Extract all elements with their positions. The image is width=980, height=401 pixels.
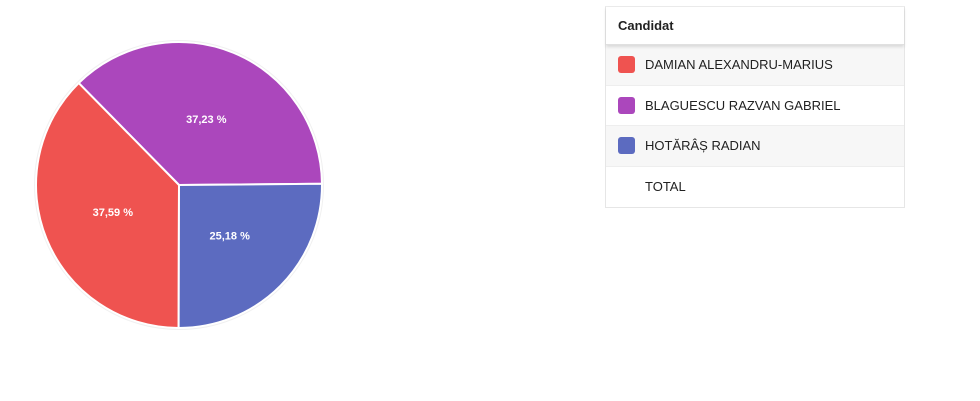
legend-header: Candidat (606, 7, 904, 45)
legend-row-total: TOTAL (606, 167, 904, 208)
slice-damian[interactable] (35, 82, 180, 329)
pie-chart: 37,23 % 37,59 % 25,18 % (34, 40, 324, 330)
legend-swatch-blaguescu (618, 96, 635, 114)
slice-blaguescu[interactable] (77, 41, 323, 186)
slice-label-damian: 37,59 % (93, 207, 134, 219)
legend-table: Candidat DAMIAN ALEXANDRU-MARIUS BLAGUES… (605, 6, 905, 208)
legend-label-total: TOTAL (645, 179, 686, 195)
legend-label-damian: DAMIAN ALEXANDRU-MARIUS (645, 57, 833, 73)
slice-hotaras[interactable] (177, 182, 323, 330)
legend-label-hotaras: HOTĂRÂȘ RADIAN (645, 138, 761, 154)
legend-row-hotaras[interactable]: HOTĂRÂȘ RADIAN (606, 126, 904, 167)
pie-slices (34, 40, 324, 330)
legend-swatch-total (618, 178, 635, 195)
slice-label-hotaras: 25,18 % (210, 230, 251, 242)
legend-swatch-damian (618, 56, 635, 74)
legend-row-blaguescu[interactable]: BLAGUESCU RAZVAN GABRIEL (606, 86, 904, 126)
slice-label-blaguescu: 37,23 % (186, 114, 227, 126)
legend-row-damian[interactable]: DAMIAN ALEXANDRU-MARIUS (606, 45, 904, 86)
pie-labels: 37,23 % 37,59 % 25,18 % (93, 114, 251, 242)
legend-swatch-hotaras (618, 137, 635, 155)
legend-label-blaguescu: BLAGUESCU RAZVAN GABRIEL (645, 97, 841, 113)
